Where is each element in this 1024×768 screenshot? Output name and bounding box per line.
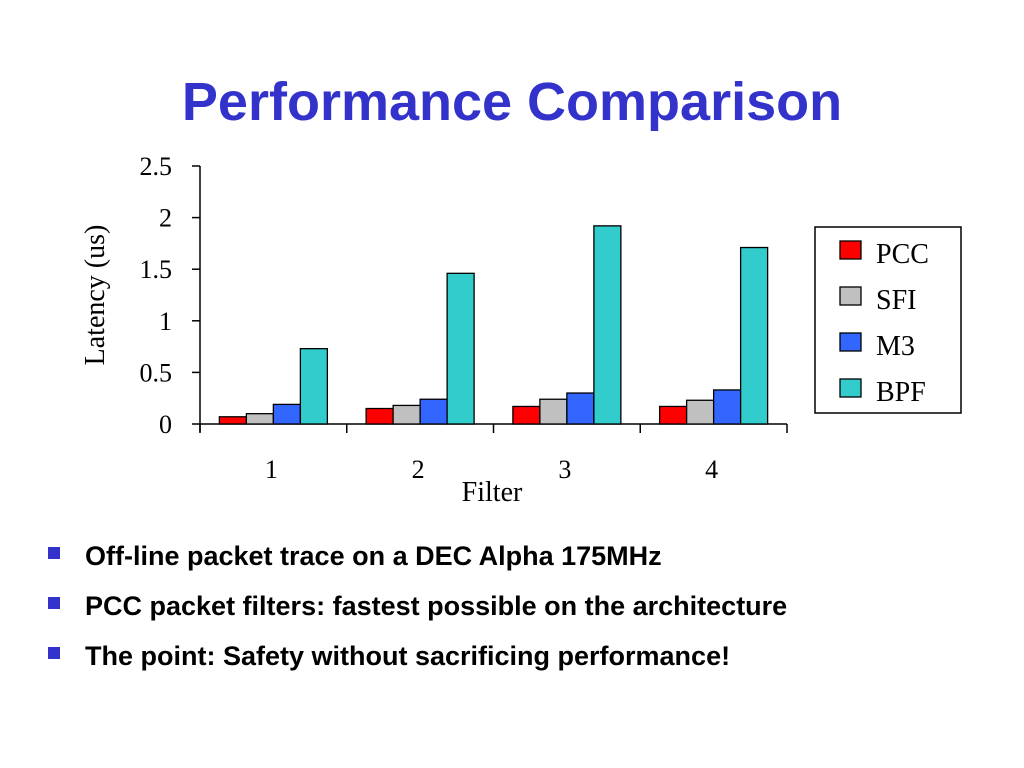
bar-pcc-2 <box>365 407 394 425</box>
bar-bpf-2 <box>446 272 475 425</box>
bullet-item: Off-line packet trace on a DEC Alpha 175… <box>48 534 1008 584</box>
y-tick-label: 2.5 <box>140 152 173 181</box>
x-tick-label: 3 <box>558 455 571 484</box>
bar-pcc-3 <box>512 405 541 425</box>
bullet-item: PCC packet filters: fastest possible on … <box>48 584 1008 634</box>
legend-swatch-m3 <box>839 332 862 352</box>
bar-m3-2 <box>419 398 448 425</box>
y-tick-label: 1 <box>159 307 172 336</box>
legend-label-bpf: BPF <box>876 377 926 408</box>
bar-sfi-2 <box>392 404 421 425</box>
legend-swatch-bpf <box>839 378 862 398</box>
bar-sfi-3 <box>539 398 568 425</box>
y-tick-label: 0 <box>159 410 172 439</box>
bar-bpf-1 <box>299 348 329 425</box>
bar-m3-3 <box>566 392 595 425</box>
bar-m3-1 <box>272 403 302 425</box>
legend-swatch-pcc <box>839 240 862 260</box>
legend-label-sfi: SFI <box>876 285 916 316</box>
legend-label-m3: M3 <box>876 331 915 362</box>
legend-swatch-sfi <box>839 286 862 306</box>
bar-bpf-4 <box>739 246 769 425</box>
legend-box <box>814 226 962 414</box>
bar-pcc-4 <box>658 405 688 425</box>
x-axis-title: Filter <box>462 477 523 508</box>
bullet-item: The point: Safety without sacrificing pe… <box>48 634 1008 684</box>
bar-sfi-4 <box>685 399 715 425</box>
x-tick-label: 4 <box>705 455 718 484</box>
square-bullet-icon <box>48 547 60 559</box>
y-tick-label: 1.5 <box>140 255 173 284</box>
y-tick-label: 0.5 <box>140 358 173 387</box>
bullet-text: PCC packet filters: fastest possible on … <box>85 591 788 621</box>
bullet-text: Off-line packet trace on a DEC Alpha 175… <box>85 541 662 571</box>
bullet-text: The point: Safety without sacrificing pe… <box>85 641 731 671</box>
square-bullet-icon <box>48 647 60 659</box>
bar-bpf-3 <box>593 225 622 425</box>
x-tick-label: 1 <box>265 455 278 484</box>
y-tick-label: 2 <box>159 204 172 233</box>
square-bullet-icon <box>48 597 60 609</box>
bar-m3-4 <box>712 389 742 425</box>
bar-sfi-1 <box>245 413 275 425</box>
bullet-list: Off-line packet trace on a DEC Alpha 175… <box>48 534 1008 684</box>
bar-pcc-1 <box>218 416 248 425</box>
slide-title: Performance Comparison <box>181 72 843 132</box>
x-tick-label: 2 <box>412 455 425 484</box>
latency-bar-chart: 0 0.5 1 1.5 2 2.5 1 2 3 4 Filter Latency (us) PCC SFI… <box>80 152 962 508</box>
legend-label-pcc: PCC <box>876 239 929 270</box>
y-axis-title: Latency (us) <box>80 225 111 366</box>
